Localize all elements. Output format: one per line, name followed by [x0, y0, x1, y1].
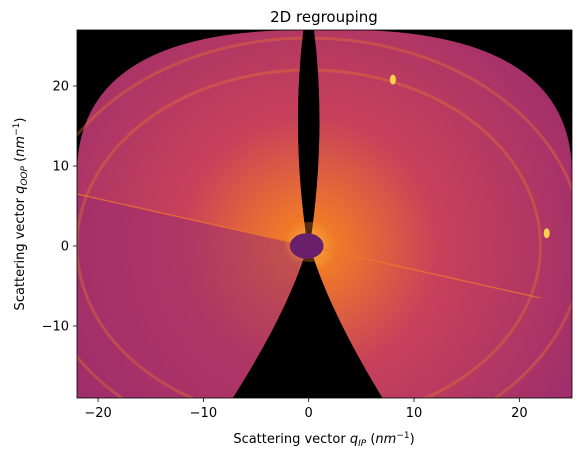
x-axis-label-unit: nm — [375, 432, 396, 447]
shadowed-region — [77, 194, 308, 398]
y-axis-label-unit-close: ) — [13, 118, 28, 123]
x-axis-ticks: −20 −10 0 10 20 — [84, 398, 528, 421]
x-tick-label: −20 — [84, 406, 111, 421]
y-axis-label-symbol: q — [13, 186, 28, 194]
plot-frame — [76, 29, 573, 399]
y-tick-label: −10 — [42, 320, 69, 335]
y-axis-label-prefix: Scattering vector — [13, 194, 28, 311]
y-axis-label-sub: OOP — [20, 165, 30, 185]
x-tick-label: 10 — [406, 406, 423, 421]
beamstop — [289, 233, 324, 259]
x-axis-label-unit-open: ( — [366, 432, 375, 447]
plot-area — [76, 29, 573, 399]
x-axis-label-exp: −1 — [396, 431, 409, 441]
bright-spot-0 — [543, 228, 550, 239]
x-axis-label-symbol: q — [350, 432, 358, 447]
y-axis-label-unit-open: ( — [13, 157, 28, 166]
x-tick-label: −10 — [190, 406, 217, 421]
y-tick-label: 20 — [52, 80, 69, 95]
missing-wedge — [232, 30, 383, 398]
x-axis-label: Scattering vector qIP (nm−1) — [233, 431, 414, 449]
x-tick-label: 20 — [511, 406, 528, 421]
heatmap-image — [77, 30, 572, 398]
y-axis-ticks: −10 0 10 20 — [42, 80, 77, 335]
y-tick-label: 0 — [61, 240, 69, 255]
x-tick-label: 0 — [305, 406, 313, 421]
y-axis-label: Scattering vector qOOP (nm−1) — [12, 118, 30, 311]
bright-spot-1 — [389, 74, 396, 85]
chart-title: 2D regrouping — [270, 8, 378, 26]
x-axis-label-prefix: Scattering vector — [233, 432, 350, 447]
detector-wedge-right — [309, 30, 572, 398]
y-axis-label-unit: nm — [13, 136, 28, 157]
y-axis-label-exp: −1 — [12, 123, 22, 136]
x-axis-label-unit-close: ) — [410, 432, 415, 447]
y-tick-label: 10 — [52, 160, 69, 175]
x-axis-label-sub: IP — [358, 439, 367, 449]
